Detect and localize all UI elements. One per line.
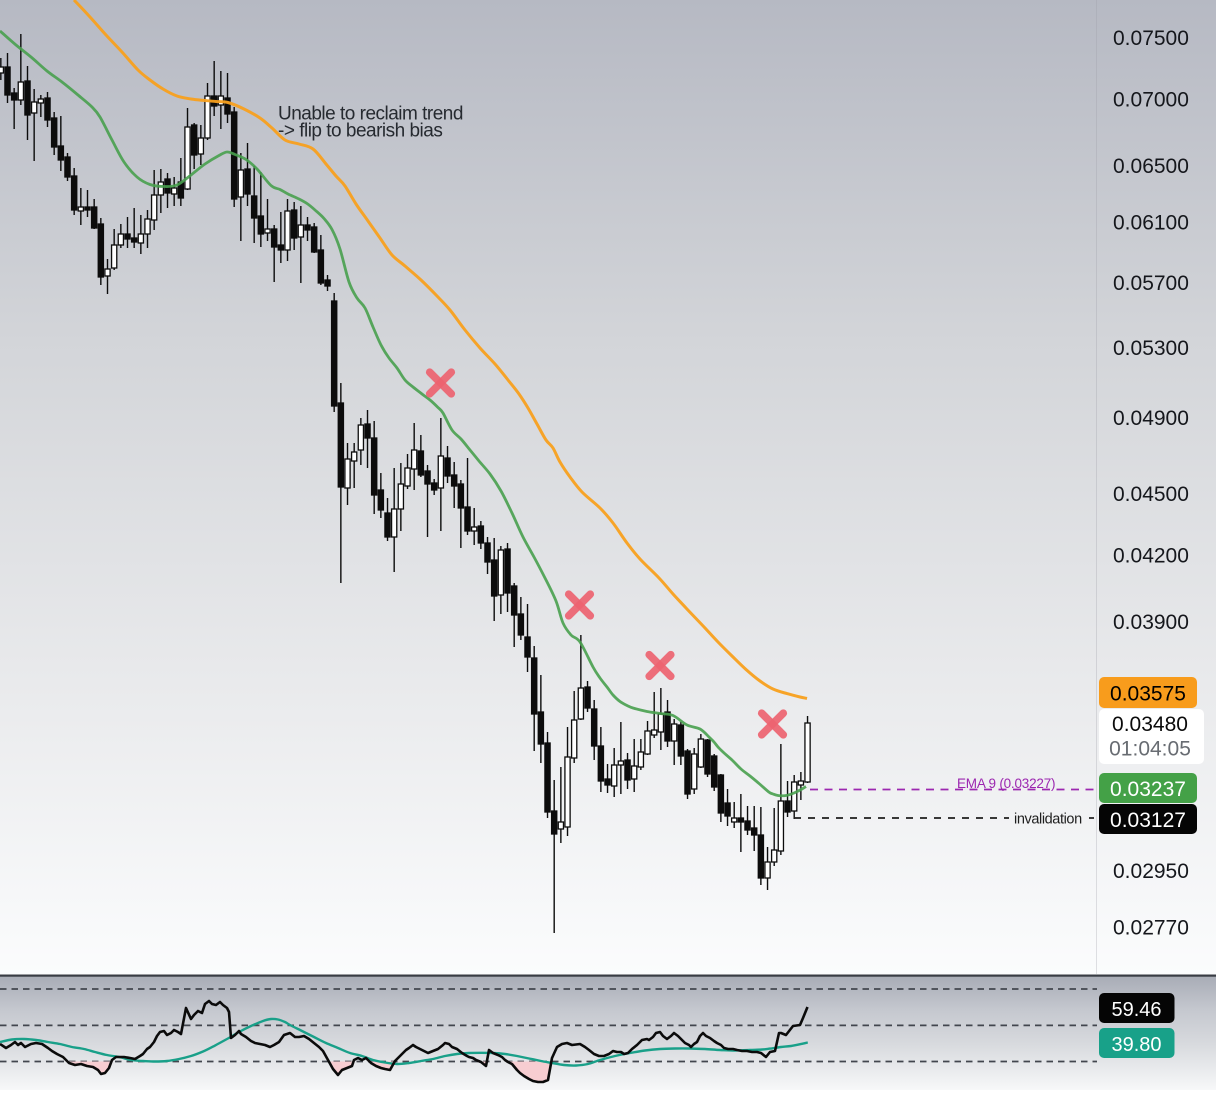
- svg-text:0.03575: 0.03575: [1110, 683, 1186, 706]
- svg-text:0.05700: 0.05700: [1113, 272, 1189, 295]
- svg-text:0.04900: 0.04900: [1113, 407, 1189, 430]
- svg-text:0.06100: 0.06100: [1113, 212, 1189, 235]
- svg-text:-> flip to bearish bias: -> flip to bearish bias: [278, 121, 442, 142]
- svg-text:0.04200: 0.04200: [1113, 545, 1189, 568]
- svg-text:Unable to reclaim trend: Unable to reclaim trend: [278, 104, 463, 125]
- svg-text:invalidation: invalidation: [1014, 812, 1082, 828]
- svg-text:0.02950: 0.02950: [1113, 860, 1189, 883]
- svg-text:0.03237: 0.03237: [1110, 778, 1186, 801]
- svg-text:0.07000: 0.07000: [1113, 89, 1189, 112]
- svg-text:0.03480: 0.03480: [1112, 713, 1188, 736]
- svg-text:0.06500: 0.06500: [1113, 155, 1189, 178]
- svg-text:EMA 9 (0.03227): EMA 9 (0.03227): [957, 776, 1055, 791]
- svg-text:39.80: 39.80: [1111, 1034, 1161, 1056]
- svg-text:59.46: 59.46: [1111, 999, 1161, 1021]
- svg-text:01:04:05: 01:04:05: [1109, 738, 1191, 761]
- svg-text:0.05300: 0.05300: [1113, 337, 1189, 360]
- svg-text:0.02770: 0.02770: [1113, 916, 1189, 939]
- svg-text:0.07500: 0.07500: [1113, 27, 1189, 50]
- svg-text:0.03900: 0.03900: [1113, 611, 1189, 634]
- svg-text:0.03127: 0.03127: [1110, 809, 1186, 832]
- svg-text:0.04500: 0.04500: [1113, 483, 1189, 506]
